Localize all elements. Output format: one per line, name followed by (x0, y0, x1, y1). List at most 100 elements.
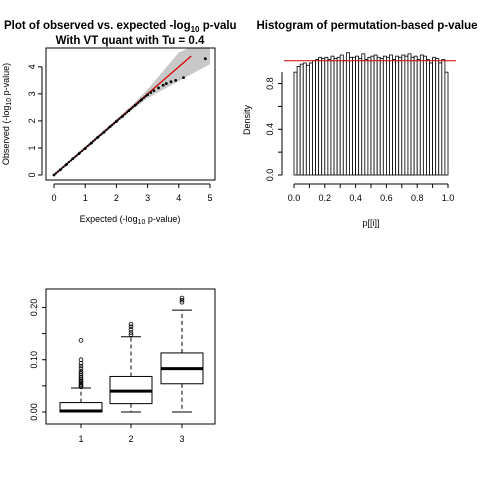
hist-bar (398, 56, 403, 176)
hist-bar (333, 58, 338, 176)
qq-point (174, 78, 178, 82)
box-outlier (78, 366, 84, 371)
qq-point (149, 91, 153, 94)
hist-bar (422, 55, 427, 176)
box-outlier (179, 297, 185, 303)
hist-title: Histogram of permutation-based p-value (256, 20, 477, 32)
boxplot-x-tick-label: 2 (128, 434, 133, 444)
box-outlier (128, 327, 134, 332)
hist-bar (382, 55, 387, 176)
hist-bar (370, 55, 375, 176)
box-outlier (78, 361, 84, 366)
qq-point (71, 157, 74, 161)
qq-point (125, 111, 129, 114)
qq-point (112, 122, 116, 125)
box-outlier (128, 321, 134, 327)
qq-point (82, 148, 86, 151)
hist-bar (441, 59, 446, 176)
boxplot-y-tick-label: 0.20 (29, 299, 39, 317)
qq-x-tick-label: 4 (176, 193, 181, 203)
hist-bar (339, 54, 344, 176)
qq-point (157, 86, 160, 90)
hist-bar (315, 59, 320, 176)
qq-y-axis: 0 1 2 3 4 (27, 64, 43, 178)
hist-bar (392, 59, 397, 176)
qq-x-tick-label: 0 (51, 193, 56, 203)
hist-bar (336, 56, 341, 176)
hist-bar (419, 54, 424, 176)
qq-point (77, 153, 80, 156)
qq-point (92, 140, 95, 143)
boxplot-panel: 1 2 3 0.00 0.10 0.20 (29, 288, 216, 444)
hist-bar (364, 59, 369, 176)
qq-point (75, 154, 78, 157)
hist-bar (321, 58, 326, 176)
qq-point (94, 138, 97, 141)
qq-y-label: Observed (-log10 p-value) (1, 63, 13, 165)
qq-point (84, 146, 87, 149)
hist-bar (376, 56, 381, 176)
qq-point (169, 80, 173, 84)
hist-bar (367, 56, 372, 176)
qq-point (139, 100, 142, 103)
hist-bar (361, 53, 366, 176)
boxplot-y-tick-label: 0.00 (29, 403, 39, 421)
qq-panel: Plot of observed vs. expected -log10 p-v… (1, 20, 237, 226)
qq-point (144, 95, 147, 98)
hist-bar (401, 54, 406, 176)
hist-bar (299, 63, 304, 176)
qq-point (90, 141, 93, 144)
qq-point (73, 156, 76, 159)
hist-y-axis: 0.0 0.4 0.8 (265, 72, 283, 182)
qq-point (54, 172, 57, 175)
qq-point (164, 82, 168, 85)
hist-x-axis: 0.0 0.2 0.4 0.6 0.8 1.0 (288, 183, 455, 203)
qq-point (86, 144, 89, 148)
qq-point (140, 98, 144, 101)
qq-point (62, 165, 65, 169)
qq-y-tick-label: 0 (27, 172, 37, 177)
qq-point (161, 83, 165, 87)
hist-bar (389, 54, 393, 176)
hist-bar (373, 54, 378, 176)
hist-bar (379, 58, 384, 176)
hist-bar (438, 62, 443, 176)
box-outlier (128, 332, 134, 337)
qq-point (105, 128, 108, 132)
qq-point (182, 76, 185, 80)
qq-point (66, 162, 69, 165)
qq-confidence-band (54, 48, 210, 176)
qq-point (137, 101, 140, 104)
hist-x-tick-label: 0.6 (380, 193, 393, 203)
qq-point (69, 159, 72, 162)
qq-y-tick-label: 2 (27, 118, 37, 123)
hist-x-label: p[[i]] (362, 218, 379, 228)
hist-bar (435, 58, 440, 176)
qq-point (107, 127, 110, 130)
hist-x-tick-label: 0.0 (288, 193, 301, 203)
hist-bar (330, 55, 335, 176)
boxplot-x-tick-label: 3 (179, 434, 184, 444)
box-outlier (78, 338, 84, 343)
qq-x-label: Expected (-log10 p-value) (80, 214, 181, 226)
hist-bar (308, 62, 313, 176)
hist-x-tick-label: 1.0 (442, 193, 455, 203)
hist-y-tick-label: 0.0 (265, 169, 275, 182)
hist-bar (413, 55, 418, 176)
box-outlier (128, 324, 134, 330)
hist-bar (385, 56, 390, 176)
qq-point (116, 119, 119, 122)
hist-bar (312, 60, 316, 176)
qq-point (60, 167, 63, 170)
hist-bar (352, 56, 356, 176)
hist-bar (355, 55, 360, 176)
qq-x-tick-label: 5 (207, 193, 212, 203)
hist-bar (426, 59, 430, 176)
boxplot-y-axis: 0.00 0.10 0.20 (29, 299, 47, 421)
qq-point (79, 151, 82, 154)
qq-band-area (54, 48, 210, 176)
qq-point (135, 103, 138, 106)
qq-point (109, 125, 112, 128)
qq-point (124, 112, 127, 116)
qq-point (52, 173, 56, 177)
